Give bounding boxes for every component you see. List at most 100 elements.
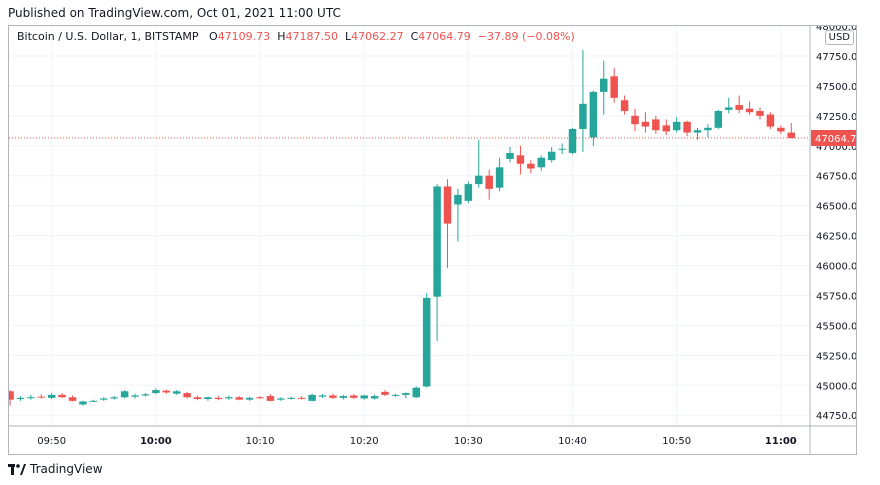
candle-body: [454, 194, 462, 205]
last-price-label-bg: [811, 130, 856, 147]
y-tick-label: 47750.00: [816, 52, 857, 63]
last-price-label: 47064.79: [815, 134, 857, 145]
candle-body: [9, 391, 14, 400]
candle-body: [527, 163, 535, 169]
candle-body: [58, 394, 66, 398]
legend-symbol: Bitcoin / U.S. Dollar, 1, BITSTAMP: [17, 30, 199, 43]
candle-body: [402, 393, 410, 395]
candle-body: [360, 395, 368, 399]
candle-body: [412, 387, 421, 398]
legend-close: 47064.79: [418, 30, 471, 43]
candle-body: [683, 121, 691, 133]
x-tick-label: 10:40: [558, 436, 587, 447]
candle-body: [68, 397, 77, 401]
candle-body: [766, 114, 775, 127]
candle-body: [256, 397, 264, 399]
candle-body: [100, 398, 108, 400]
x-tick-label: 10:00: [140, 436, 172, 447]
y-tick-label: 44750.00: [816, 411, 857, 422]
candle-body: [610, 76, 618, 98]
candle-body: [558, 148, 566, 150]
y-tick-label: 47000.00: [816, 142, 857, 153]
candle-body: [391, 394, 400, 396]
y-tick-label: 47500.00: [816, 82, 857, 93]
candle-body: [183, 393, 191, 398]
candle-body: [193, 397, 202, 400]
x-tick-label: 09:50: [37, 436, 66, 447]
candle-body: [204, 397, 212, 400]
candle-body: [516, 155, 525, 164]
legend-low: 47062.27: [351, 30, 404, 43]
candle-body: [162, 390, 171, 393]
chart-frame[interactable]: 48000.00 47750.00 47500.00 47250.00 47000.00…: [8, 25, 857, 455]
candle-body: [631, 115, 639, 125]
legend-change: −37.89 (−0.08%): [477, 30, 575, 43]
candle-body: [714, 111, 723, 128]
y-tick-label: 46750.00: [816, 172, 857, 183]
candle-body: [120, 391, 129, 398]
candle-body: [350, 395, 358, 398]
candle-body: [245, 397, 254, 400]
candle-body: [235, 397, 243, 400]
candle-body: [308, 394, 316, 401]
x-tick-label: 10:10: [246, 436, 275, 447]
candle-body: [787, 132, 796, 138]
y-tick-label: 45500.00: [816, 321, 857, 332]
candle-body: [579, 103, 587, 129]
candle-body: [589, 91, 598, 138]
y-tick-label: 46500.00: [816, 202, 857, 213]
y-tick-label: 46000.00: [816, 262, 857, 273]
candle-body: [172, 391, 181, 394]
candle-body: [16, 397, 25, 400]
y-tick-label: 45000.00: [816, 381, 857, 392]
candle-body: [79, 401, 87, 405]
candle-body: [756, 111, 764, 116]
chart-legend: Bitcoin / U.S. Dollar, 1, BITSTAMP O4710…: [17, 30, 575, 43]
candle-body: [329, 395, 337, 398]
candle-body: [443, 186, 452, 224]
candle-body: [672, 121, 681, 131]
candle-body: [339, 396, 348, 398]
candle-body: [735, 105, 743, 110]
legend-ohlc: O47109.73 H47187.50 L47062.27 C47064.79 …: [209, 30, 575, 43]
candle-body: [110, 397, 118, 399]
legend-open: 47109.73: [217, 30, 271, 43]
candle-body: [370, 396, 379, 399]
y-tick-label: 45250.00: [816, 351, 857, 362]
y-tick-label: 47250.00: [816, 112, 857, 123]
x-tick-label: 10:50: [662, 436, 691, 447]
y-tick-label: 45750.00: [816, 291, 857, 302]
candle-body: [277, 398, 285, 400]
x-tick-label: 11:00: [765, 436, 797, 447]
candle-body: [506, 152, 514, 159]
candle-body: [693, 130, 702, 133]
candle-body: [745, 108, 754, 113]
candle-body: [131, 395, 139, 397]
candle-body: [152, 390, 160, 394]
candlestick-chart[interactable]: 48000.00 47750.00 47500.00 47250.00 47000.00…: [9, 26, 857, 455]
candle-body: [620, 100, 629, 112]
candle-body: [381, 391, 389, 395]
candle-body: [777, 127, 785, 132]
candle-body: [37, 396, 46, 398]
candle-body: [318, 395, 327, 397]
candle-body: [287, 397, 296, 399]
candle-body: [422, 297, 431, 387]
candle-body: [475, 175, 483, 185]
brand-name: TradingView: [30, 462, 103, 476]
candle-body: [433, 186, 441, 297]
candle-body: [568, 128, 577, 153]
candle-body: [652, 119, 660, 131]
x-tick-label: 10:20: [350, 436, 379, 447]
candle-body: [495, 167, 504, 188]
candle-body: [547, 151, 556, 161]
published-line: Published on TradingView.com, Oct 01, 20…: [8, 6, 341, 20]
candle-body: [485, 175, 493, 189]
tradingview-logo-icon: [8, 463, 26, 475]
candle-body: [141, 394, 150, 396]
candle-body: [725, 107, 733, 110]
currency-badge[interactable]: USD: [824, 30, 854, 45]
brand-footer: TradingView: [8, 462, 103, 476]
x-tick-label: 10:30: [454, 436, 483, 447]
candle-body: [89, 400, 98, 402]
